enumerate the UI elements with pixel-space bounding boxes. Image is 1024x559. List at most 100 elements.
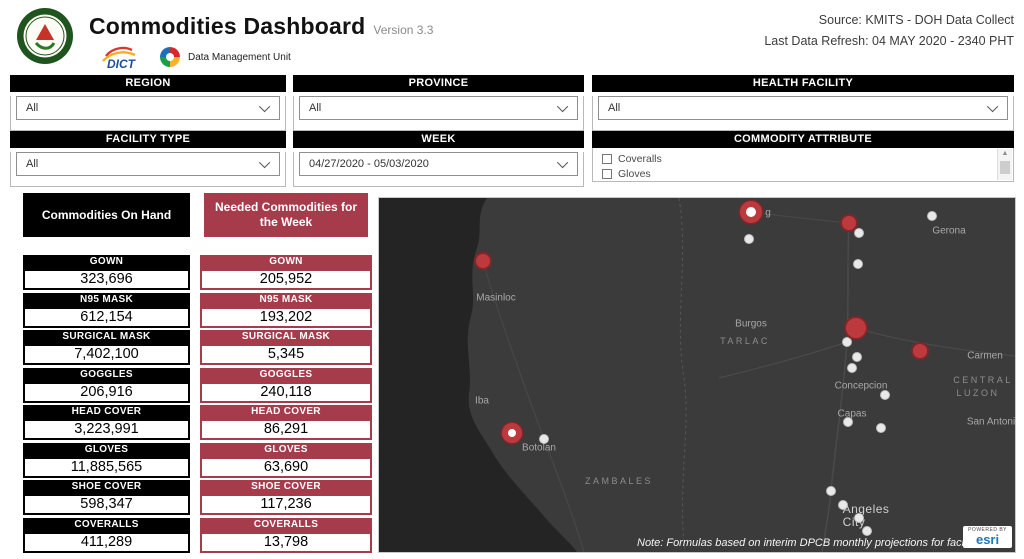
scrollbar-thumb[interactable] bbox=[1000, 161, 1010, 174]
commodity-card-needed: GLOVES 63,690 bbox=[200, 442, 372, 478]
map-marker-facility[interactable] bbox=[911, 342, 929, 360]
on-hand-cards-column: GOWN 323,696 N95 MASK 612,154 SURGICAL MASK 7… bbox=[23, 255, 190, 553]
map-boundary bbox=[678, 198, 687, 552]
map-road bbox=[821, 222, 850, 552]
map-label-burgos: Burgos bbox=[735, 318, 767, 330]
commodity-card-on-hand: SHOE COVER 598,347 bbox=[23, 480, 190, 515]
commodity-card-needed: HEAD COVER 86,291 bbox=[200, 405, 372, 440]
partner-logos: DICT Data Management Unit bbox=[100, 44, 291, 70]
map-marker-dot[interactable] bbox=[826, 486, 836, 496]
needed-cards-column: GOWN 205,952 N95 MASK 193,202 SURGICAL MASK 5… bbox=[200, 255, 372, 553]
commodity-card-on-hand: GLOVES 11,885,565 bbox=[23, 442, 190, 478]
week-header: WEEK bbox=[293, 131, 584, 148]
map-marker-dot[interactable] bbox=[847, 363, 857, 373]
map-marker-dot[interactable] bbox=[852, 352, 862, 362]
commodity-attribute-scrollbar[interactable]: ▲ bbox=[997, 149, 1012, 180]
map-label-luzon: LUZON bbox=[956, 388, 1000, 398]
map-marker-dot[interactable] bbox=[854, 228, 864, 238]
commodity-name: GLOVES bbox=[200, 442, 372, 457]
map-label-botolan: Botolan bbox=[522, 442, 556, 454]
facilities-map[interactable]: g Gerona Masinloc Burgos TARLAC Carmen CENTRAL… bbox=[378, 197, 1016, 553]
map-marker-dot[interactable] bbox=[862, 526, 872, 536]
dict-logo: DICT bbox=[102, 46, 137, 70]
dmu-round-logo bbox=[160, 47, 180, 67]
map-marker-dot[interactable] bbox=[876, 423, 886, 433]
map-marker-dot[interactable] bbox=[880, 390, 890, 400]
commodity-value: 323,696 bbox=[23, 269, 190, 290]
chevron-down-icon bbox=[556, 100, 569, 113]
commodity-attribute-header: COMMODITY ATTRIBUTE bbox=[592, 131, 1014, 148]
map-marker-dot[interactable] bbox=[854, 513, 864, 523]
esri-attribution: POWERED BY esri bbox=[963, 526, 1012, 548]
map-road bbox=[718, 341, 848, 379]
health-facility-dropdown-value: All bbox=[608, 102, 621, 114]
commodity-card-on-hand: HEAD COVER 3,223,991 bbox=[23, 405, 190, 440]
data-management-unit-label: Data Management Unit bbox=[188, 51, 291, 63]
commodity-name: HEAD COVER bbox=[200, 405, 372, 419]
filter-panel-health-facility: HEALTH FACILITY All bbox=[592, 75, 1014, 131]
chevron-down-icon bbox=[258, 156, 271, 169]
commodity-value: 240,118 bbox=[200, 381, 372, 403]
commodity-attribute-option[interactable]: Gloves bbox=[602, 166, 993, 181]
commodity-attribute-option[interactable]: Coveralls bbox=[602, 151, 993, 166]
version-label: Version 3.3 bbox=[373, 23, 434, 37]
checkbox-unchecked-icon[interactable] bbox=[602, 153, 612, 164]
commodity-value: 13,798 bbox=[200, 531, 372, 553]
commodity-value: 117,236 bbox=[200, 494, 372, 515]
filter-panel-region: REGION All bbox=[10, 75, 286, 131]
map-label-tarlac: TARLAC bbox=[720, 336, 770, 346]
source-info: Source: KMITS - DOH Data Collect Last Da… bbox=[764, 10, 1014, 52]
scroll-up-icon[interactable]: ▲ bbox=[1001, 150, 1009, 157]
commodity-value: 612,154 bbox=[23, 306, 190, 328]
week-dropdown[interactable]: 04/27/2020 - 05/03/2020 bbox=[299, 152, 578, 176]
map-label-g: g bbox=[765, 207, 771, 219]
province-dropdown[interactable]: All bbox=[299, 96, 578, 120]
commodity-name: SHOE COVER bbox=[200, 480, 372, 494]
commodity-value: 598,347 bbox=[23, 494, 190, 515]
commodity-card-needed: N95 MASK 193,202 bbox=[200, 292, 372, 328]
map-marker-facility[interactable] bbox=[840, 214, 858, 232]
source-line: Source: KMITS - DOH Data Collect bbox=[818, 13, 1014, 27]
map-marker-dot[interactable] bbox=[842, 337, 852, 347]
page-title-block: Commodities Dashboard Version 3.3 bbox=[89, 13, 433, 40]
map-label-capas: Capas bbox=[837, 408, 867, 420]
commodity-value: 63,690 bbox=[200, 456, 372, 478]
chevron-down-icon bbox=[556, 156, 569, 169]
commodity-value: 193,202 bbox=[200, 306, 372, 328]
map-marker-facility[interactable] bbox=[740, 201, 762, 223]
commodity-card-on-hand: SURGICAL MASK 7,402,100 bbox=[23, 330, 190, 365]
map-marker-facility[interactable] bbox=[474, 252, 492, 270]
commodity-name: SHOE COVER bbox=[23, 480, 190, 494]
map-label-angeles: Angeles bbox=[842, 502, 890, 516]
chevron-down-icon bbox=[258, 100, 271, 113]
doh-seal-logo bbox=[17, 8, 73, 64]
map-marker-dot[interactable] bbox=[927, 211, 937, 221]
map-label-central: CENTRAL bbox=[953, 375, 1013, 385]
commodity-value: 11,885,565 bbox=[23, 456, 190, 478]
map-marker-facility[interactable] bbox=[844, 316, 868, 340]
on-hand-column-title: Commodities On Hand bbox=[23, 193, 190, 237]
commodity-name: GOGGLES bbox=[23, 367, 190, 382]
region-dropdown-value: All bbox=[26, 102, 39, 114]
map-note: Note: Formulas based on interim DPCB mon… bbox=[637, 537, 990, 549]
commodity-name: N95 MASK bbox=[23, 292, 190, 307]
map-marker-facility[interactable] bbox=[502, 423, 522, 443]
map-label-masinloc: Masinloc bbox=[476, 292, 516, 304]
map-marker-dot[interactable] bbox=[843, 417, 853, 427]
region-dropdown[interactable]: All bbox=[16, 96, 280, 120]
map-label-concepcion: Concepcion bbox=[834, 380, 888, 392]
commodity-value: 411,289 bbox=[23, 531, 190, 553]
map-marker-dot[interactable] bbox=[838, 500, 848, 510]
map-marker-dot[interactable] bbox=[744, 234, 754, 244]
map-marker-dot[interactable] bbox=[853, 259, 863, 269]
facility-type-dropdown[interactable]: All bbox=[16, 152, 280, 176]
filter-panel-commodity-attribute: COMMODITY ATTRIBUTE Coveralls Gloves ▲ bbox=[592, 131, 1014, 182]
filter-panel-week: WEEK 04/27/2020 - 05/03/2020 bbox=[293, 131, 584, 187]
health-facility-dropdown[interactable]: All bbox=[598, 96, 1008, 120]
filter-panel-province: PROVINCE All bbox=[293, 75, 584, 131]
commodity-card-on-hand: GOGGLES 206,916 bbox=[23, 367, 190, 403]
map-marker-dot[interactable] bbox=[539, 434, 549, 444]
commodity-attribute-list: Coveralls Gloves bbox=[602, 151, 993, 181]
map-label-zambales: ZAMBALES bbox=[584, 476, 654, 486]
checkbox-unchecked-icon[interactable] bbox=[602, 168, 612, 179]
